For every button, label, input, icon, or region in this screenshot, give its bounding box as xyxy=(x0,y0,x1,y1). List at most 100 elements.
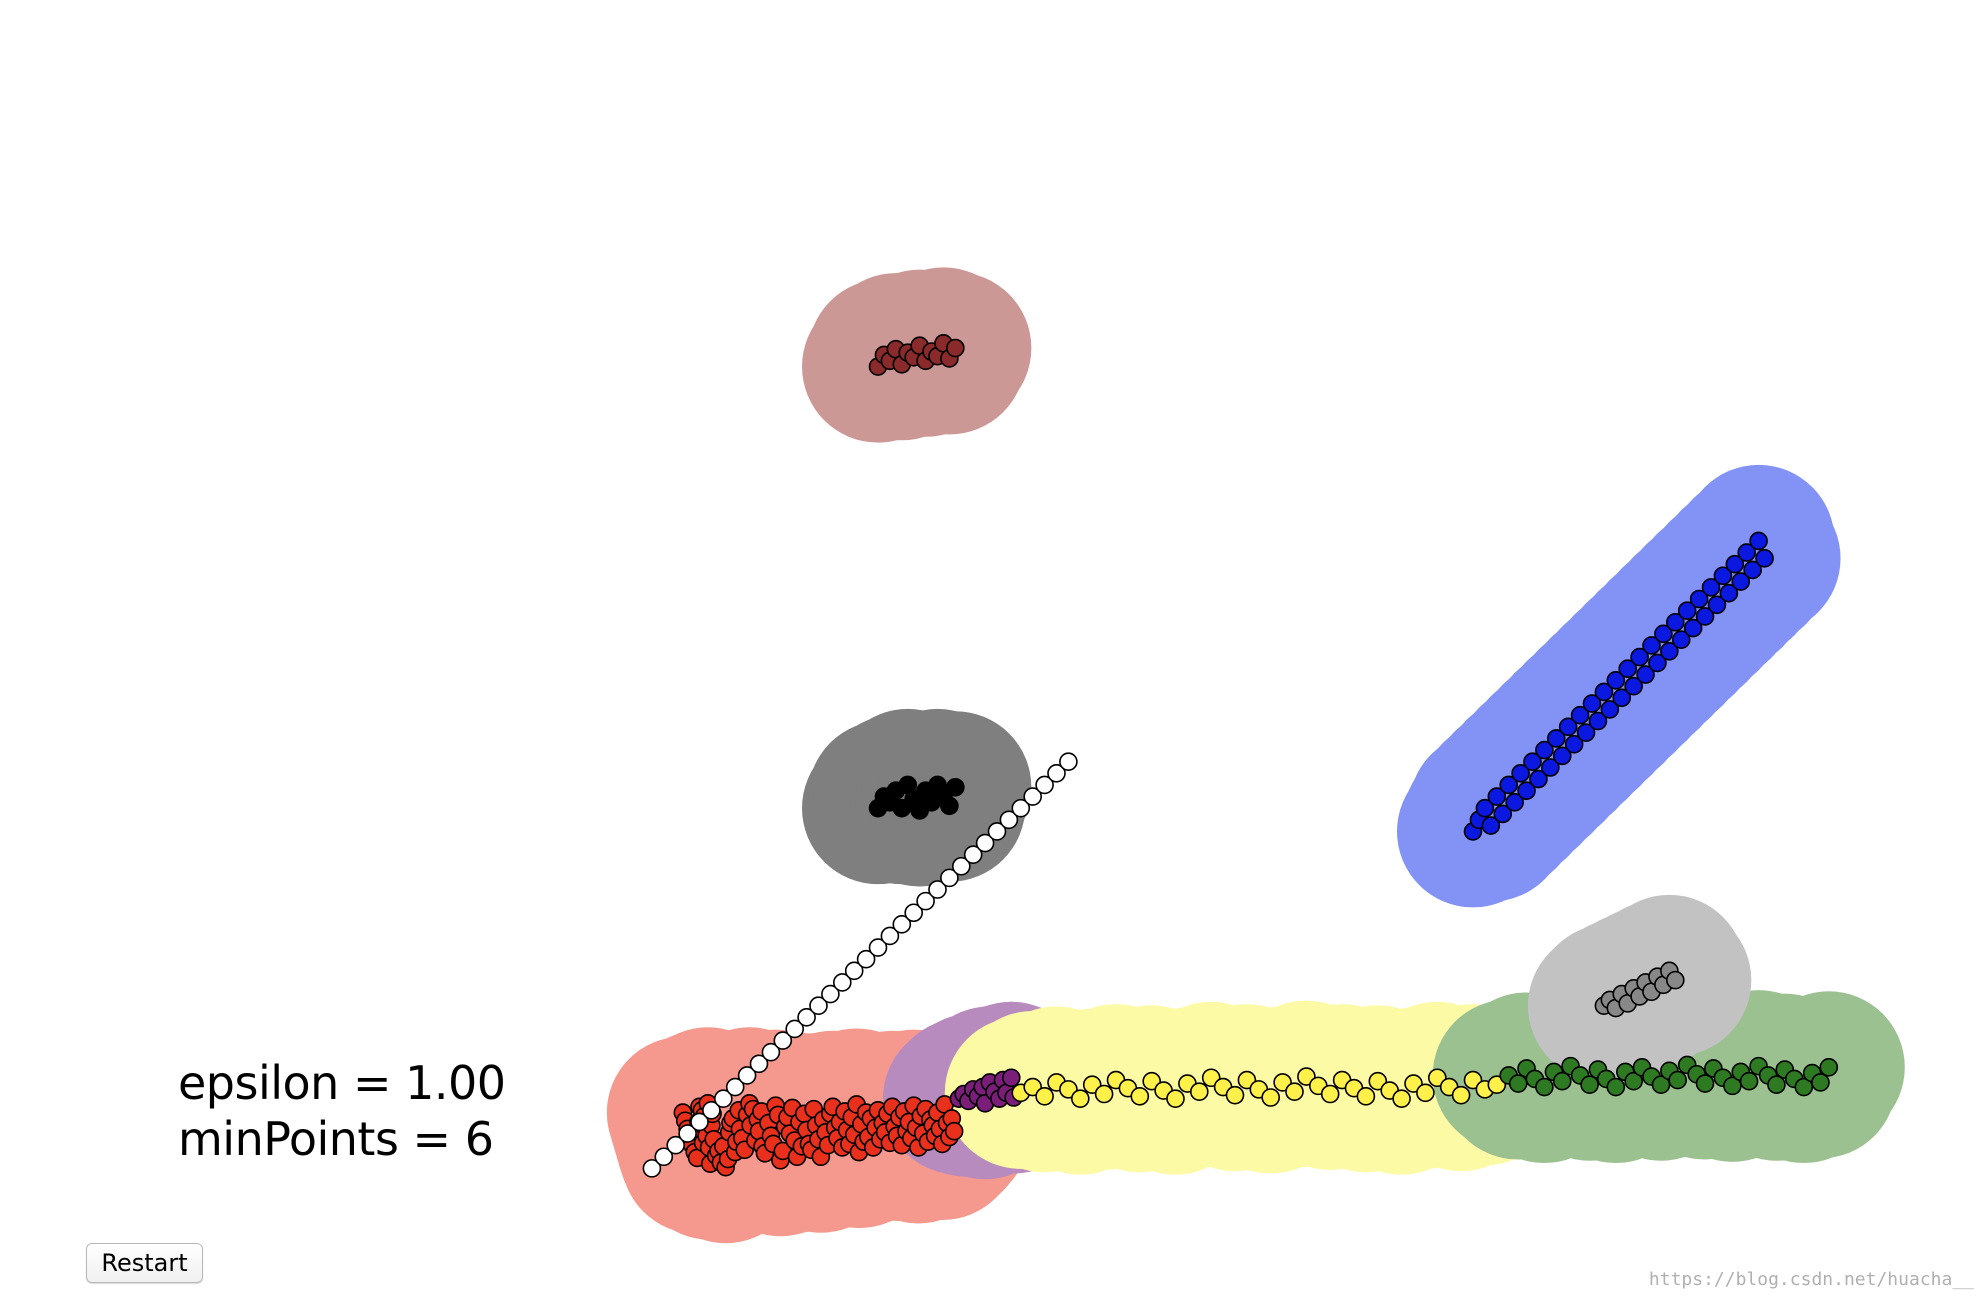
cluster-point xyxy=(1001,1068,1021,1088)
minpoints-label: minPoints = 6 xyxy=(178,1112,494,1166)
cluster-point xyxy=(1668,1070,1687,1090)
cluster-point xyxy=(1636,665,1655,684)
noise-point xyxy=(999,810,1019,830)
cluster-point xyxy=(1416,1083,1435,1103)
noise-point xyxy=(987,822,1007,841)
noise-point xyxy=(832,973,852,992)
noise-point xyxy=(797,1008,816,1027)
cluster-point xyxy=(1600,700,1620,719)
cluster-point xyxy=(1517,781,1536,801)
noise-point xyxy=(904,903,924,923)
cluster-point xyxy=(1588,711,1608,731)
noise-point xyxy=(737,1066,757,1085)
cluster-point xyxy=(1356,1087,1376,1106)
cluster-point xyxy=(1320,1084,1340,1104)
cluster-point xyxy=(1739,1071,1759,1091)
cluster-point xyxy=(1594,682,1614,702)
cluster-point xyxy=(1552,746,1572,766)
cluster-point xyxy=(1094,1084,1114,1104)
cluster-point xyxy=(1505,793,1524,812)
cluster-point xyxy=(1547,729,1566,748)
noise-point xyxy=(1059,752,1078,771)
noise-point xyxy=(856,949,876,969)
cluster-point xyxy=(1648,653,1667,673)
cluster-point xyxy=(1606,671,1626,690)
noise-point xyxy=(880,926,900,946)
noise-point xyxy=(1011,798,1031,818)
cluster-point xyxy=(1285,1082,1304,1101)
cluster-point xyxy=(1606,1077,1626,1097)
noise-point xyxy=(1047,763,1066,783)
noise-point xyxy=(975,833,995,853)
watermark-text: https://blog.csdn.net/huacha__ xyxy=(1648,1269,1974,1290)
cluster-point xyxy=(1811,1073,1830,1092)
cluster-point xyxy=(1451,1085,1471,1105)
cluster-point xyxy=(1529,769,1548,789)
noise-point xyxy=(868,938,888,957)
cluster-point xyxy=(946,777,965,797)
cluster-point xyxy=(1743,560,1762,580)
cluster-point xyxy=(1651,1075,1671,1095)
cluster-2-points xyxy=(1011,1067,1507,1108)
cluster-point xyxy=(1508,1074,1528,1093)
restart-button[interactable]: Restart xyxy=(86,1243,203,1283)
cluster-point xyxy=(1523,752,1542,771)
noise-point xyxy=(916,891,935,911)
cluster-point xyxy=(1624,676,1643,696)
noise-point xyxy=(690,1112,709,1132)
cluster-point xyxy=(1035,1087,1054,1106)
cluster-point xyxy=(1558,717,1578,737)
cluster-point xyxy=(1642,636,1661,655)
cluster-point xyxy=(1071,1089,1090,1108)
cluster-point xyxy=(1749,531,1768,551)
noise-point xyxy=(725,1077,745,1097)
cluster-point xyxy=(1618,659,1637,679)
noise-point xyxy=(642,1159,662,1178)
noise-point xyxy=(821,984,840,1004)
cluster-point xyxy=(1737,543,1756,562)
cluster-point xyxy=(1671,630,1691,649)
cluster-point xyxy=(1261,1088,1280,1107)
cluster-point xyxy=(1475,798,1495,818)
cluster-point xyxy=(1713,566,1733,586)
noise-points xyxy=(642,752,1078,1178)
noise-point xyxy=(666,1135,686,1155)
cluster-point xyxy=(1541,758,1560,777)
cluster-point xyxy=(1576,723,1596,742)
cluster-point xyxy=(1499,775,1518,795)
noise-point xyxy=(785,1019,805,1039)
cluster-0-points xyxy=(673,1094,964,1177)
cluster-point xyxy=(1723,1076,1742,1096)
cluster-point xyxy=(1731,572,1751,591)
cluster-point xyxy=(1630,647,1649,667)
cluster-7-points xyxy=(868,334,965,376)
noise-point xyxy=(963,845,983,864)
cluster-point xyxy=(1719,583,1739,603)
noise-point xyxy=(951,856,971,876)
cluster-point xyxy=(1130,1087,1150,1106)
cluster-point xyxy=(1552,1071,1572,1091)
epsilon-label: epsilon = 1.00 xyxy=(178,1056,506,1110)
cluster-point xyxy=(1683,618,1703,638)
cluster-point xyxy=(1660,641,1679,661)
noise-point xyxy=(713,1089,733,1108)
cluster-point xyxy=(1767,1075,1786,1095)
cluster-point xyxy=(1666,970,1685,990)
noise-point xyxy=(702,1100,721,1120)
cluster-1-points xyxy=(949,1068,1023,1113)
cluster-point xyxy=(1580,1075,1599,1095)
parameter-readout: epsilon = 1.00 minPoints = 6 xyxy=(178,1055,506,1167)
cluster-point xyxy=(1535,740,1554,760)
cluster-3-points xyxy=(1499,1055,1839,1097)
noise-point xyxy=(844,961,864,981)
noise-point xyxy=(761,1042,781,1062)
cluster-point xyxy=(1582,694,1602,713)
cluster-point xyxy=(944,1121,964,1141)
noise-point xyxy=(773,1031,793,1050)
cluster-point xyxy=(1487,787,1507,806)
cluster-point xyxy=(1695,1074,1715,1093)
noise-point xyxy=(1035,775,1054,795)
cluster-point xyxy=(1564,734,1584,754)
cluster-point xyxy=(1689,589,1709,609)
